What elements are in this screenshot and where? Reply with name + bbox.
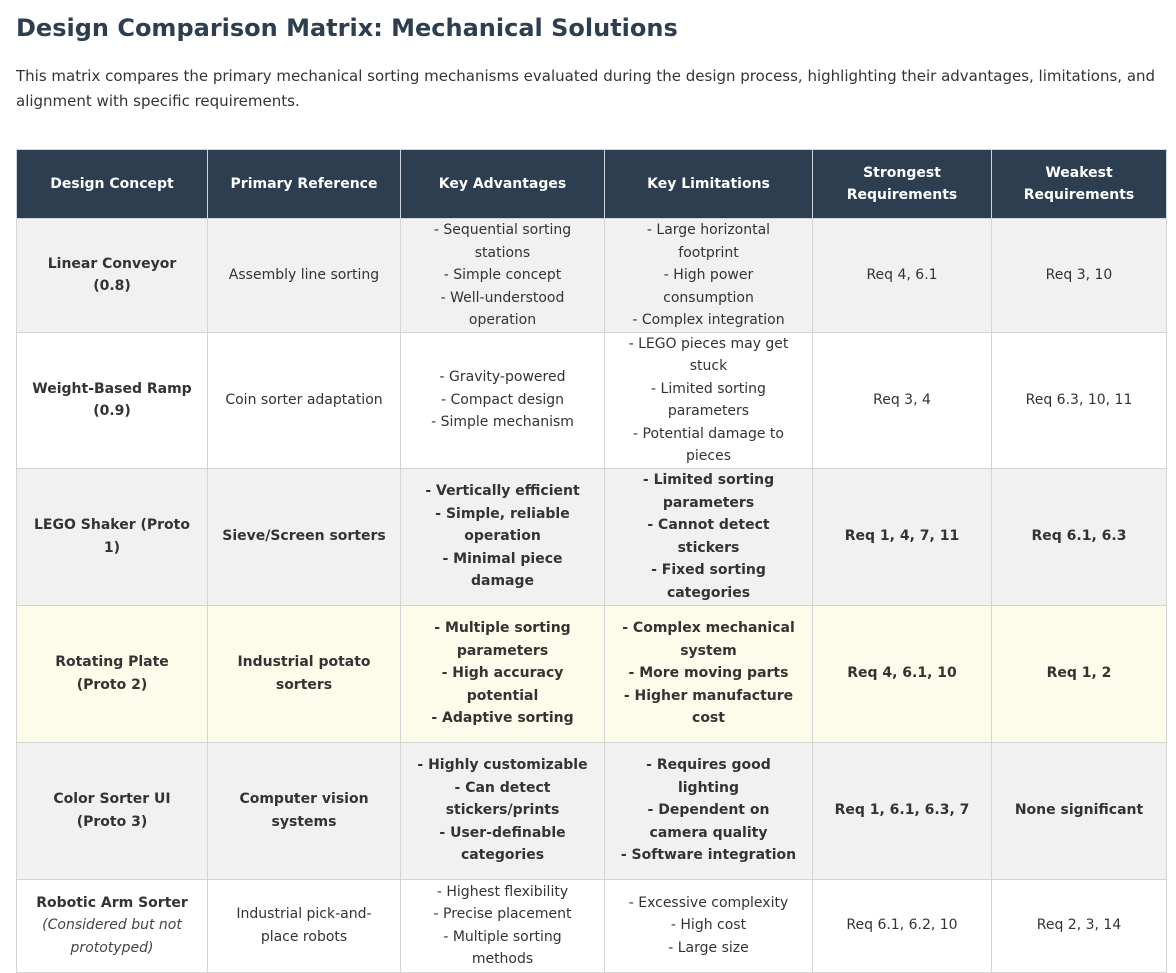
header-key-limitations: Key Limitations: [604, 149, 813, 219]
table-row: Robotic Arm Sorter (Considered but not p…: [16, 878, 1167, 973]
weakest-requirements-cell: Req 3, 10: [991, 218, 1167, 333]
advantage-item: - User-definable categories: [439, 824, 566, 864]
primary-reference-cell: Industrial pick-and-place robots: [207, 878, 401, 973]
advantage-item: - Adaptive sorting: [431, 710, 574, 727]
limitation-item: - Complex integration: [632, 312, 785, 328]
design-concept-cell: Linear Conveyor (0.8): [16, 218, 208, 333]
table-row-highlighted: Rotating Plate (Proto 2) Industrial pota…: [16, 604, 1167, 743]
table-row: Linear Conveyor (0.8) Assembly line sort…: [16, 218, 1167, 333]
key-advantages-cell: - Gravity-powered - Compact design - Sim…: [400, 331, 605, 469]
key-limitations-cell: - Requires good lighting - Dependent on …: [604, 741, 813, 880]
weakest-requirements-cell: Req 1, 2: [991, 604, 1167, 743]
advantage-item: - Simple concept: [443, 267, 562, 283]
design-concept-note: (Considered but not prototyped): [42, 917, 182, 956]
limitation-item: - Fixed sorting categories: [651, 562, 766, 601]
weakest-requirements-cell: Req 6.3, 10, 11: [991, 331, 1167, 469]
limitation-item: - Complex mechanical system: [622, 620, 795, 659]
advantage-item: - Sequential sorting stations: [433, 222, 572, 261]
advantage-item: - Highly customizable: [417, 757, 588, 774]
design-concept-cell: Rotating Plate (Proto 2): [16, 604, 208, 743]
strongest-requirements-cell: Req 4, 6.1: [812, 218, 992, 333]
key-limitations-cell: - Excessive complexity - High cost - Lar…: [604, 878, 813, 973]
weakest-requirements-cell: None significant: [991, 741, 1167, 880]
design-concept-name: Robotic Arm Sorter: [36, 894, 188, 911]
limitation-item: - Potential damage to pieces: [633, 425, 784, 465]
strongest-requirements-cell: Req 1, 6.1, 6.3, 7: [812, 741, 992, 880]
limitation-item: - Cannot detect stickers: [647, 517, 770, 556]
header-weakest-line1: Weakest: [1045, 164, 1113, 181]
header-design-concept: Design Concept: [16, 149, 208, 219]
limitation-item: - Excessive complexity: [628, 894, 789, 911]
advantage-item: - Simple, reliable operation: [435, 505, 570, 545]
weakest-requirements-cell: Req 6.1, 6.3: [991, 467, 1167, 606]
key-advantages-cell: - Multiple sorting parameters - High acc…: [400, 604, 605, 743]
advantage-item: - Compact design: [440, 391, 565, 408]
header-strongest-requirements: Strongest Requirements: [812, 149, 992, 219]
primary-reference-cell: Computer vision systems: [207, 741, 401, 880]
advantage-item: - Multiple sorting parameters: [434, 620, 571, 659]
table-row: Weight-Based Ramp (0.9) Coin sorter adap…: [16, 331, 1167, 469]
table-row: Color Sorter UI (Proto 3) Computer visio…: [16, 741, 1167, 880]
advantage-item: - Gravity-powered: [439, 369, 566, 386]
advantage-item: - Can detect stickers/prints: [445, 779, 560, 819]
key-advantages-cell: - Highest flexibility - Precise placemen…: [400, 878, 605, 973]
strongest-requirements-cell: Req 3, 4: [812, 331, 992, 469]
header-primary-reference: Primary Reference: [207, 149, 401, 219]
page-title: Design Comparison Matrix: Mechanical Sol…: [16, 14, 678, 42]
strongest-requirements-cell: Req 1, 4, 7, 11: [812, 467, 992, 606]
strongest-requirements-cell: Req 6.1, 6.2, 10: [812, 878, 992, 973]
advantage-item: - Vertically efficient: [425, 483, 580, 500]
header-row: Design Concept Primary Reference Key Adv…: [16, 149, 1167, 219]
key-limitations-cell: - Large horizontal footprint - High powe…: [604, 218, 813, 333]
intro-paragraph: This matrix compares the primary mechani…: [16, 67, 1156, 110]
primary-reference-cell: Industrial potato sorters: [207, 604, 401, 743]
primary-reference-cell: Coin sorter adaptation: [207, 331, 401, 469]
limitation-item: - LEGO pieces may get stuck: [628, 335, 789, 375]
key-limitations-cell: - Limited sorting parameters - Cannot de…: [604, 467, 813, 606]
limitation-item: - More moving parts: [628, 665, 789, 682]
key-advantages-cell: - Vertically efficient - Simple, reliabl…: [400, 467, 605, 606]
key-advantages-cell: - Sequential sorting stations - Simple c…: [400, 218, 605, 333]
design-concept-cell: Color Sorter UI (Proto 3): [16, 741, 208, 880]
header-weakest-line2: Requirements: [1023, 187, 1135, 203]
limitation-item: - Requires good lighting: [646, 757, 771, 796]
advantage-item: - Multiple sorting methods: [443, 928, 562, 968]
design-concept-cell: Robotic Arm Sorter (Considered but not p…: [16, 878, 208, 973]
advantage-item: - High accuracy potential: [441, 665, 564, 704]
advantage-item: - Well-understood operation: [440, 289, 565, 329]
limitation-item: - Higher manufacture cost: [623, 687, 794, 727]
limitation-item: - Dependent on camera quality: [647, 802, 770, 841]
header-key-advantages: Key Advantages: [400, 149, 605, 219]
limitation-item: - Large horizontal footprint: [646, 222, 771, 261]
header-weakest-requirements: Weakest Requirements: [991, 149, 1167, 219]
key-limitations-cell: - Complex mechanical system - More movin…: [604, 604, 813, 743]
advantage-item: - Highest flexibility: [436, 883, 569, 900]
advantage-item: - Minimal piece damage: [442, 550, 563, 590]
comparison-table: Design Concept Primary Reference Key Adv…: [16, 149, 1167, 973]
key-advantages-cell: - Highly customizable - Can detect stick…: [400, 741, 605, 880]
primary-reference-cell: Assembly line sorting: [207, 218, 401, 333]
header-strongest-line1: Strongest: [863, 164, 941, 181]
limitation-item: - High cost: [670, 917, 747, 934]
primary-reference-cell: Sieve/Screen sorters: [207, 467, 401, 606]
design-concept-cell: Weight-Based Ramp (0.9): [16, 331, 208, 469]
key-limitations-cell: - LEGO pieces may get stuck - Limited so…: [604, 331, 813, 469]
limitation-item: - Large size: [668, 939, 749, 956]
design-concept-cell: LEGO Shaker (Proto 1): [16, 467, 208, 606]
limitation-item: - Limited sorting parameters: [651, 380, 766, 420]
limitation-item: - High power consumption: [663, 267, 754, 306]
header-strongest-line2: Requirements: [846, 187, 958, 203]
advantage-item: - Precise placement: [433, 906, 572, 922]
table-row: LEGO Shaker (Proto 1) Sieve/Screen sorte…: [16, 467, 1167, 606]
strongest-requirements-cell: Req 4, 6.1, 10: [812, 604, 992, 743]
limitation-item: - Software integration: [620, 847, 797, 864]
advantage-item: - Simple mechanism: [431, 414, 574, 431]
weakest-requirements-cell: Req 2, 3, 14: [991, 878, 1167, 973]
limitation-item: - Limited sorting parameters: [642, 472, 775, 511]
